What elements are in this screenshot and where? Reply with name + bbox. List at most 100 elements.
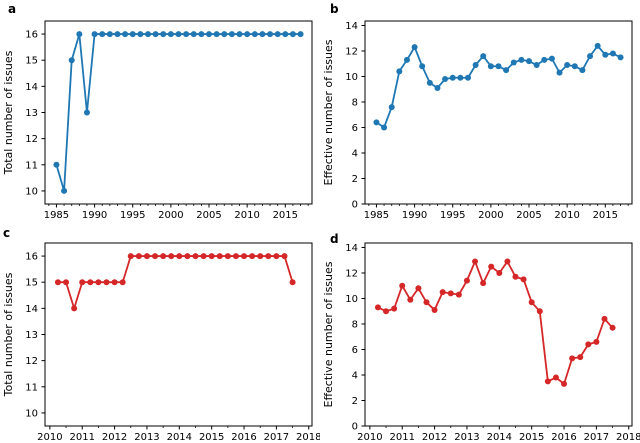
data-point [259, 31, 266, 38]
data-point [399, 282, 406, 289]
data-point [431, 306, 438, 313]
data-point [114, 31, 121, 38]
data-point [273, 253, 280, 260]
y-axis-label: Effective number of issues [322, 261, 335, 407]
data-point [200, 253, 207, 260]
data-point [447, 290, 454, 297]
data-point [569, 355, 576, 362]
y-tick-label: 8 [352, 319, 358, 330]
data-point [91, 31, 98, 38]
data-point [257, 253, 264, 260]
data-point [556, 69, 563, 76]
data-point [602, 51, 609, 58]
x-tick-label: 2011 [389, 432, 414, 443]
data-point [221, 31, 228, 38]
data-point [419, 63, 426, 70]
data-point [190, 31, 197, 38]
x-tick-label: 2014 [487, 432, 512, 443]
data-point [137, 31, 144, 38]
data-point [99, 31, 106, 38]
y-tick-label: 0 [352, 422, 358, 433]
data-point [160, 253, 167, 260]
data-point [63, 279, 70, 286]
data-point [512, 273, 519, 280]
plot-line [377, 260, 614, 385]
data-point [198, 31, 205, 38]
data-point [374, 304, 381, 311]
data-point [449, 74, 456, 81]
data-point [53, 161, 60, 168]
y-tick-label: 14 [25, 82, 38, 93]
data-point [415, 285, 422, 292]
data-point [504, 258, 511, 265]
data-point [480, 53, 487, 60]
data-point [79, 279, 86, 286]
y-tick-label: 10 [25, 408, 38, 419]
data-point [520, 276, 527, 283]
data-point [488, 263, 495, 270]
data-point [426, 79, 433, 86]
data-point [503, 67, 510, 74]
data-point [265, 253, 272, 260]
data-point [244, 31, 251, 38]
y-tick-label: 11 [25, 382, 38, 393]
y-tick-label: 10 [345, 72, 358, 83]
data-point [548, 55, 555, 62]
plot-line [375, 44, 622, 129]
data-point [192, 253, 199, 260]
panel-b: b 1985 1990 1995 2000 2005 2010 2015 0 2 4 6 8 10 12 1… [320, 0, 640, 222]
data-point [587, 53, 594, 60]
data-point [297, 31, 304, 38]
data-point [411, 44, 418, 51]
y-tick-label: 16 [25, 30, 38, 41]
data-point [579, 67, 586, 74]
data-point [609, 324, 616, 331]
x-tick-label: 2012 [422, 432, 447, 443]
data-point [232, 253, 239, 260]
x-tick-label: 2000 [478, 210, 503, 221]
y-tick-label: 15 [25, 278, 38, 289]
data-point [281, 253, 288, 260]
x-tick-label: 1995 [120, 210, 145, 221]
panel-a: a 1985 1990 1995 2000 2005 2010 2015 10 11 12 13 14… [0, 0, 320, 222]
y-tick-label: 8 [352, 97, 358, 108]
y-tick-label: 14 [345, 21, 358, 32]
data-point [83, 109, 90, 116]
data-point [129, 31, 136, 38]
y-tick-label: 2 [352, 396, 358, 407]
data-point [601, 315, 608, 322]
x-tick-label: 2005 [516, 210, 541, 221]
data-point [609, 50, 616, 57]
axis-frame [44, 242, 313, 427]
data-point [496, 269, 503, 276]
data-point [541, 56, 548, 63]
x-tick-label: 2000 [158, 210, 183, 221]
x-tick-label: 2010 [37, 432, 62, 443]
data-point [518, 56, 525, 63]
y-tick-label: 13 [25, 108, 38, 119]
data-point [183, 31, 190, 38]
data-point [267, 31, 274, 38]
y-tick-label: 13 [25, 330, 38, 341]
data-point [381, 124, 388, 131]
data-point [143, 253, 150, 260]
data-point [388, 104, 395, 111]
panel-d: d 2010 2011 2012 2013 2014 2015 2016 2017 2018 0 2… [320, 222, 640, 443]
data-point [533, 62, 540, 68]
x-tick-label: 1990 [82, 210, 107, 221]
x-tick-label: 2017 [264, 432, 289, 443]
data-point [54, 279, 61, 286]
data-point [593, 338, 600, 345]
data-point [249, 253, 256, 260]
data-point [152, 31, 159, 38]
data-point [564, 62, 571, 68]
data-point [480, 280, 487, 287]
data-point [585, 341, 592, 348]
x-tick-label: 2010 [357, 432, 382, 443]
data-point [577, 354, 584, 361]
data-point [617, 54, 624, 61]
x-tick-label: 1985 [44, 210, 69, 221]
data-point [282, 31, 289, 38]
data-point [457, 74, 464, 81]
